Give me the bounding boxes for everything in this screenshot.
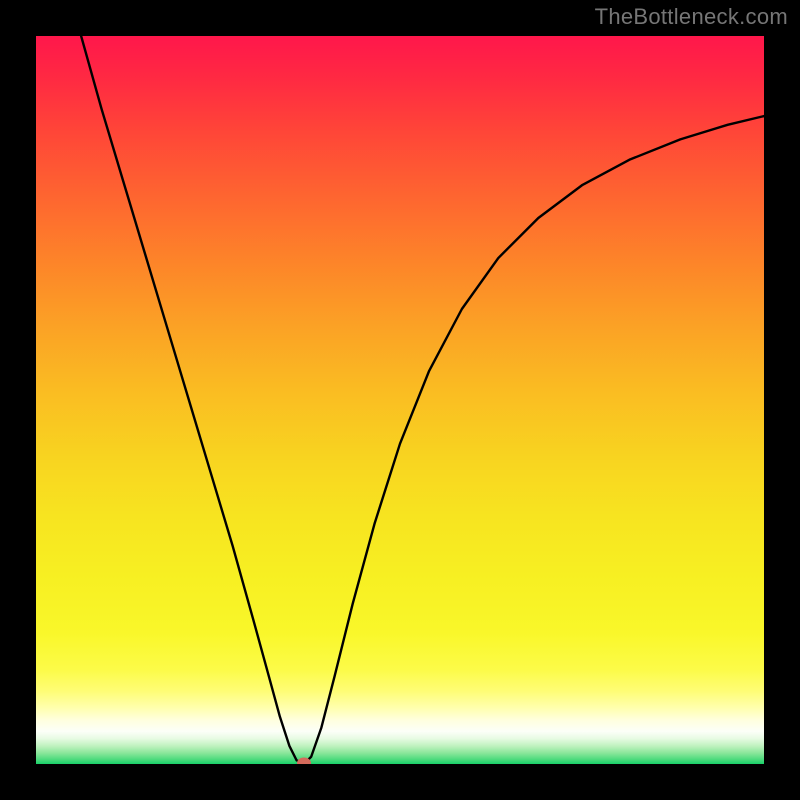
plot-area xyxy=(36,36,764,764)
bottleneck-curve xyxy=(81,36,764,764)
curve-svg xyxy=(36,36,764,764)
minimum-marker-icon xyxy=(297,757,311,764)
watermark-text: TheBottleneck.com xyxy=(595,4,788,30)
